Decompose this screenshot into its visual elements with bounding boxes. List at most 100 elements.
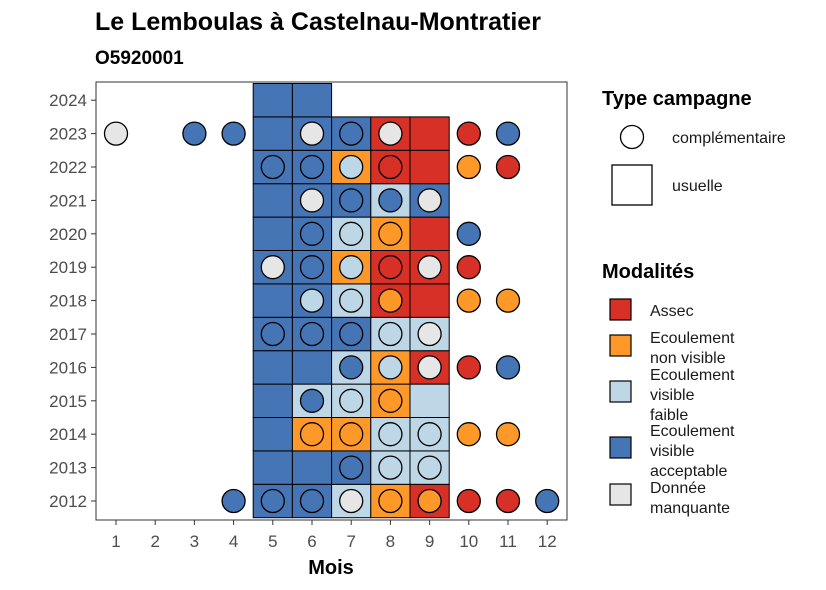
point-complementaire	[339, 154, 364, 180]
x-tick-label: 2	[150, 532, 159, 551]
point-complementaire	[299, 121, 325, 146]
tile-usuelle	[252, 183, 293, 218]
tile-usuelle	[291, 450, 333, 485]
point-complementaire	[535, 488, 560, 514]
point-complementaire	[339, 121, 364, 146]
point-complementaire	[339, 288, 364, 313]
point-complementaire	[417, 488, 442, 514]
tile-usuelle	[252, 383, 293, 419]
point-complementaire	[378, 388, 403, 413]
point-complementaire	[221, 488, 246, 514]
x-tick-label: 9	[425, 532, 434, 551]
legend-modalite-label: faible	[650, 407, 688, 424]
point-complementaire	[378, 121, 403, 146]
plot-panel	[95, 81, 568, 521]
point-complementaire	[417, 321, 442, 347]
tile-usuelle	[291, 350, 333, 385]
point-complementaire	[495, 488, 521, 514]
legend-type-campagne: Type campagne complémentaire usuelle	[602, 88, 786, 206]
point-complementaire	[378, 154, 403, 180]
legend-modalite-label: Ecoulement	[650, 330, 735, 347]
legend-modalite-label: acceptable	[650, 463, 727, 480]
y-tick-label: 2016	[49, 358, 87, 377]
point-complementaire	[299, 288, 325, 313]
point-complementaire	[299, 321, 325, 347]
legend-modalites-title: Modalités	[602, 261, 694, 283]
tile-usuelle	[252, 216, 293, 252]
x-axis: 1 2 3 4 5 6 7 8 9 10 11 12	[111, 520, 557, 551]
x-tick-label: 5	[268, 532, 277, 551]
y-tick-label: 2017	[49, 325, 87, 344]
point-complementaire	[103, 121, 129, 146]
point-complementaire	[417, 255, 442, 280]
point-complementaire	[299, 188, 325, 213]
legend-circle-key	[619, 124, 645, 150]
y-tick-label: 2020	[49, 225, 87, 244]
point-complementaire	[339, 388, 364, 413]
y-tick-label: 2013	[49, 459, 87, 478]
y-tick-label: 2015	[49, 392, 87, 411]
point-complementaire	[456, 154, 481, 180]
point-complementaire	[456, 221, 481, 246]
point-complementaire	[417, 188, 442, 213]
point-complementaire	[495, 422, 521, 447]
y-tick-label: 2019	[49, 258, 87, 277]
tile-usuelle	[409, 116, 450, 151]
point-complementaire	[378, 355, 403, 380]
point-complementaire	[417, 355, 442, 380]
y-tick-label: 2023	[49, 125, 87, 144]
point-complementaire	[299, 422, 325, 447]
y-tick-label: 2018	[49, 292, 87, 311]
legend-modalite-label: Ecoulement	[650, 367, 735, 384]
legend-key-swatch	[609, 380, 632, 403]
x-tick-label: 4	[229, 532, 238, 551]
x-axis-title: Mois	[308, 557, 354, 579]
legend-key-swatch	[609, 436, 632, 459]
legend-key-swatch	[609, 298, 632, 321]
legend-type-title: Type campagne	[602, 88, 752, 110]
legend-key-swatch	[609, 334, 632, 357]
tile-usuelle	[409, 216, 450, 252]
y-axis: 2012 2013 2014 2015 2016 2017 2018 2019 2020 2021…	[49, 91, 96, 511]
chart-title: Le Lemboulas à Castelnau-Montratier	[95, 8, 541, 36]
point-complementaire	[378, 422, 403, 447]
chart-subtitle: O5920001	[95, 48, 184, 69]
tile-usuelle	[252, 350, 293, 385]
legend-modalite-label: non visible	[650, 350, 726, 367]
point-complementaire	[339, 321, 364, 347]
tile-usuelle	[252, 83, 293, 118]
point-complementaire	[456, 255, 481, 280]
point-complementaire	[456, 121, 481, 146]
point-complementaire	[417, 422, 442, 447]
x-tick-label: 8	[386, 532, 395, 551]
point-complementaire	[339, 488, 364, 514]
point-complementaire	[495, 154, 521, 180]
point-complementaire	[299, 388, 325, 413]
x-tick-label: 12	[538, 532, 557, 551]
point-complementaire	[495, 121, 521, 146]
point-complementaire	[260, 488, 285, 514]
x-tick-label: 6	[307, 532, 316, 551]
point-complementaire	[260, 154, 285, 180]
tile-usuelle	[409, 383, 450, 419]
point-complementaire	[339, 455, 364, 480]
legend-key-swatch	[609, 483, 632, 506]
point-complementaire	[495, 355, 521, 380]
x-tick-label: 11	[499, 532, 517, 551]
x-tick-label: 10	[459, 532, 478, 551]
y-tick-label: 2022	[49, 158, 87, 177]
legend-modalite-label: manquante	[650, 500, 730, 517]
point-complementaire	[182, 121, 207, 146]
legend-type-label: usuelle	[672, 178, 723, 195]
point-complementaire	[495, 288, 521, 313]
point-complementaire	[378, 488, 403, 514]
point-complementaire	[299, 255, 325, 280]
legend-type-label: complémentaire	[672, 130, 786, 147]
x-tick-label: 7	[346, 532, 355, 551]
tile-usuelle	[291, 83, 333, 118]
point-complementaire	[456, 288, 481, 313]
x-tick-label: 1	[111, 532, 120, 551]
legend-modalite-label: Assec	[650, 303, 694, 320]
tile-usuelle	[252, 450, 293, 485]
legend-modalite-label: visible	[650, 387, 695, 404]
